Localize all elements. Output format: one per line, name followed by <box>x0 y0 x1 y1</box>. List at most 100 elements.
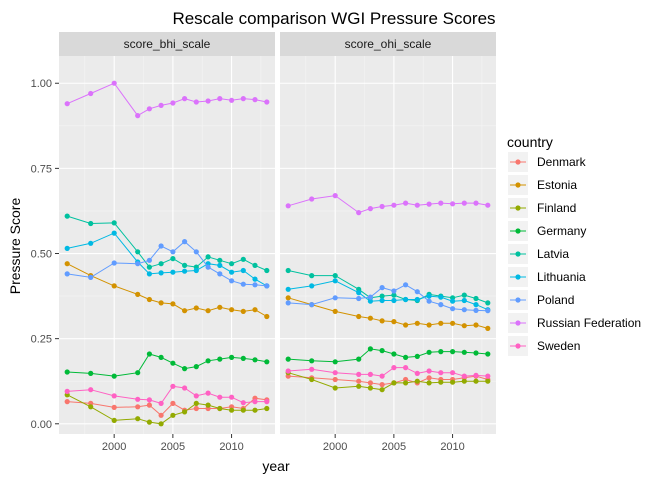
data-point <box>367 298 373 304</box>
data-point <box>414 378 420 384</box>
data-point <box>158 412 164 418</box>
legend: country Denmark Estonia Finland Germany Latv… <box>507 134 641 356</box>
data-point <box>379 297 385 304</box>
data-point <box>332 376 338 383</box>
data-point <box>252 407 258 413</box>
data-point <box>217 257 223 263</box>
legend-label: Estonia <box>537 178 577 192</box>
data-point <box>252 307 258 313</box>
data-point <box>285 267 291 274</box>
data-point <box>461 200 467 206</box>
data-point <box>229 307 235 313</box>
data-point <box>264 405 270 412</box>
series-germany <box>64 351 270 379</box>
data-point <box>158 300 164 306</box>
data-point <box>356 210 362 216</box>
data-point <box>379 373 385 379</box>
data-point <box>193 249 199 255</box>
data-point <box>193 400 199 406</box>
data-point <box>309 196 315 202</box>
data-point <box>426 375 432 381</box>
data-point <box>356 313 362 320</box>
legend-label: Finland <box>537 201 576 215</box>
y-tick-label: 0.75 <box>31 163 52 175</box>
data-point <box>379 387 385 393</box>
data-point <box>146 402 152 408</box>
data-point <box>332 370 338 376</box>
data-point <box>426 322 432 328</box>
data-point <box>438 349 444 355</box>
legend-key-point <box>515 251 521 257</box>
data-point <box>332 385 338 391</box>
facet-strip-label: score_bhi_scale <box>124 37 211 51</box>
data-point <box>182 366 188 372</box>
data-point <box>111 393 117 399</box>
data-point <box>170 383 176 389</box>
y-axis-title: Pressure Score <box>7 198 23 295</box>
data-point <box>158 421 164 427</box>
data-point <box>367 206 373 212</box>
data-point <box>414 320 420 326</box>
data-point <box>485 300 491 306</box>
data-point <box>158 400 164 406</box>
data-point <box>111 80 117 86</box>
data-point <box>146 106 152 112</box>
data-point <box>450 370 456 376</box>
data-point <box>356 371 362 377</box>
data-point <box>403 296 409 303</box>
data-point <box>182 409 188 415</box>
data-point <box>356 295 362 302</box>
legend-item-sweden: Sweden <box>508 336 580 356</box>
data-point <box>229 278 235 284</box>
data-point <box>135 396 141 402</box>
data-point <box>391 351 397 357</box>
data-point <box>158 261 164 267</box>
data-point <box>450 349 456 355</box>
data-point <box>193 364 199 370</box>
data-point <box>205 98 211 104</box>
legend-items: Denmark Estonia Finland Germany Latvia Lithua… <box>508 152 641 356</box>
data-point <box>205 264 211 270</box>
data-point <box>438 370 444 376</box>
data-point <box>158 243 164 249</box>
chart-title: Rescale comparison WGI Pressure Scores <box>172 9 495 28</box>
data-point <box>461 378 467 384</box>
legend-item-germany: Germany <box>508 221 586 241</box>
data-point <box>88 220 94 227</box>
data-point <box>252 357 258 363</box>
data-point <box>64 369 70 375</box>
data-point <box>461 373 467 379</box>
data-point <box>379 382 385 388</box>
data-point <box>485 351 491 357</box>
series-lithuania <box>285 278 491 313</box>
data-point <box>285 295 291 301</box>
data-point <box>473 295 479 302</box>
data-point <box>193 405 199 412</box>
data-point <box>403 365 409 371</box>
data-point <box>170 256 176 262</box>
data-point <box>391 288 397 294</box>
data-point <box>473 200 479 206</box>
data-point <box>461 307 467 313</box>
x-axis-title: year <box>262 458 290 474</box>
legend-label: Lithuania <box>537 270 586 284</box>
data-point <box>217 394 223 400</box>
data-point <box>240 256 246 262</box>
legend-key-point <box>515 182 521 188</box>
data-point <box>367 380 373 386</box>
data-point <box>64 261 70 267</box>
data-point <box>332 359 338 365</box>
data-point <box>379 285 385 291</box>
data-point <box>88 387 94 393</box>
x-tick-label: 2010 <box>440 441 464 453</box>
data-point <box>285 356 291 362</box>
data-point <box>88 274 94 280</box>
data-point <box>146 271 152 277</box>
data-point <box>193 99 199 105</box>
data-point <box>485 373 491 379</box>
data-point <box>111 260 117 266</box>
legend-label: Denmark <box>537 155 587 169</box>
x-tick-label: 2005 <box>382 441 406 453</box>
data-point <box>438 294 444 300</box>
data-point <box>88 370 94 376</box>
